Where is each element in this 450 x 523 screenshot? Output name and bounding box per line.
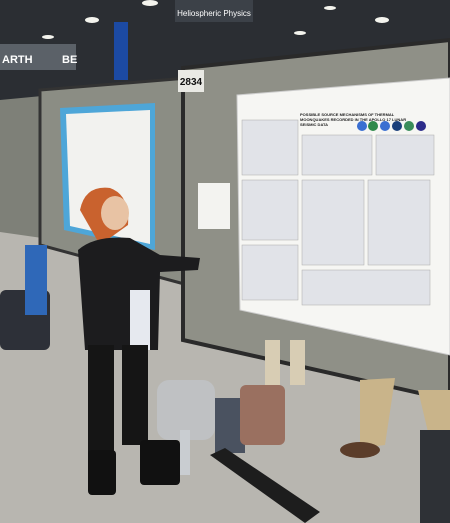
legs (290, 340, 305, 385)
poster-title-box: POSSIBLE SOURCE MECHANISMS OF THERMAL MO… (300, 112, 407, 127)
legs (418, 390, 450, 432)
poster-panels (241, 119, 435, 306)
ceiling-lights (42, 0, 389, 39)
presenter (78, 187, 200, 495)
shoe (340, 442, 380, 458)
gray-backpack (157, 380, 215, 440)
person-edge (420, 430, 450, 523)
poster-tube (210, 448, 320, 523)
sign-text: Heliospheric Physics (177, 9, 251, 18)
number-card (178, 70, 204, 92)
hanging-sign (175, 0, 253, 22)
banner-text: ARTH (2, 54, 33, 66)
poster-title: POSSIBLE SOURCE MECHANISMS OF THERMAL MO… (300, 112, 407, 127)
note-card (198, 183, 230, 229)
poster-logos (357, 121, 426, 131)
board (0, 96, 42, 238)
legs (265, 340, 280, 385)
booth-number: 2834 (180, 77, 203, 88)
blue-bag (25, 245, 47, 315)
banner (0, 44, 76, 70)
banner-text: BE (62, 54, 77, 66)
brown-bag (240, 385, 285, 445)
legs (360, 378, 395, 448)
bottle (180, 430, 190, 475)
blue-banner (114, 22, 128, 80)
